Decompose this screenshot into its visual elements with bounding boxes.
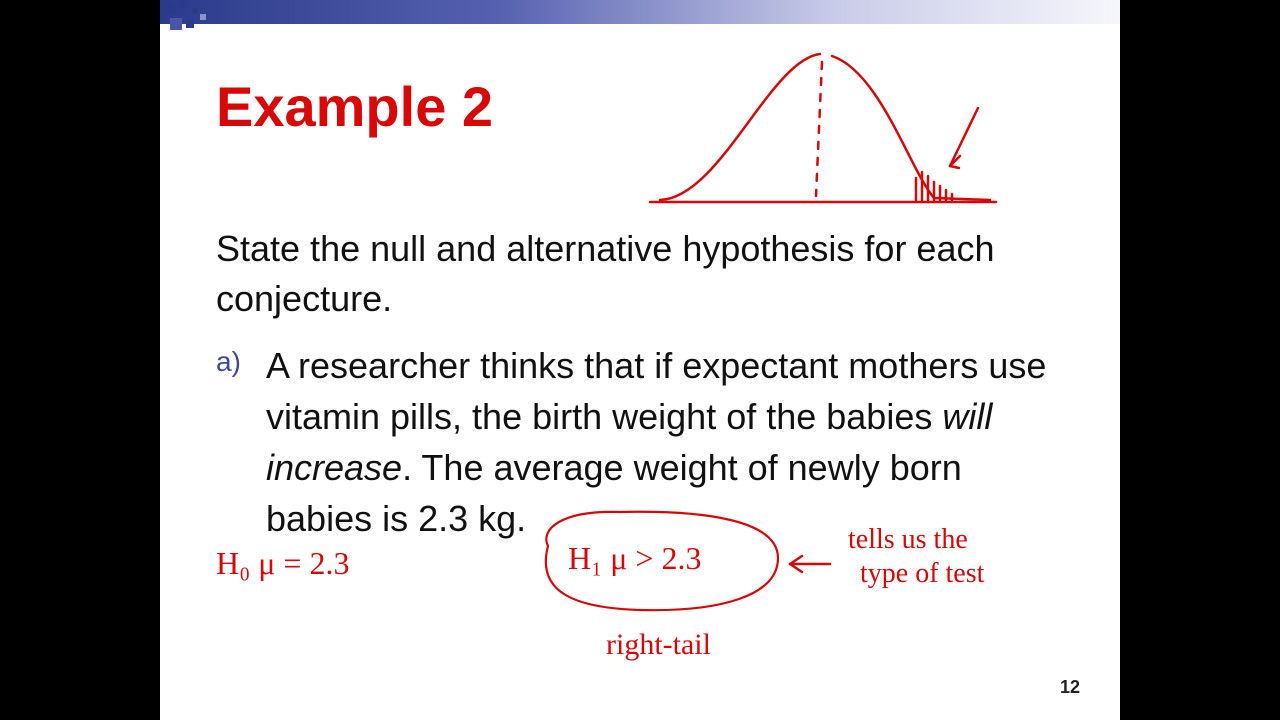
top-banner	[160, 0, 1120, 24]
page-number: 12	[1060, 677, 1080, 698]
intro-text: State the null and alternative hypothesi…	[216, 224, 1066, 325]
annotation-h1: H₁ μ > 2.3	[568, 540, 701, 577]
slide-title: Example 2	[216, 74, 493, 139]
item-text: A researcher thinks that if expectant mo…	[266, 340, 1066, 544]
list-item-a: a) A researcher thinks that if expectant…	[216, 340, 1066, 544]
item-text-part1: A researcher thinks that if expectant mo…	[266, 345, 1046, 437]
annotation-note-line2: type of test	[860, 558, 984, 590]
slide: Example 2 State the null and alternative…	[160, 0, 1120, 720]
pixel-decoration	[160, 0, 220, 44]
annotation-h0: H₀ μ = 2.3	[216, 545, 349, 582]
item-marker: a)	[216, 346, 241, 378]
annotation-right-tail: right-tail	[606, 628, 711, 663]
